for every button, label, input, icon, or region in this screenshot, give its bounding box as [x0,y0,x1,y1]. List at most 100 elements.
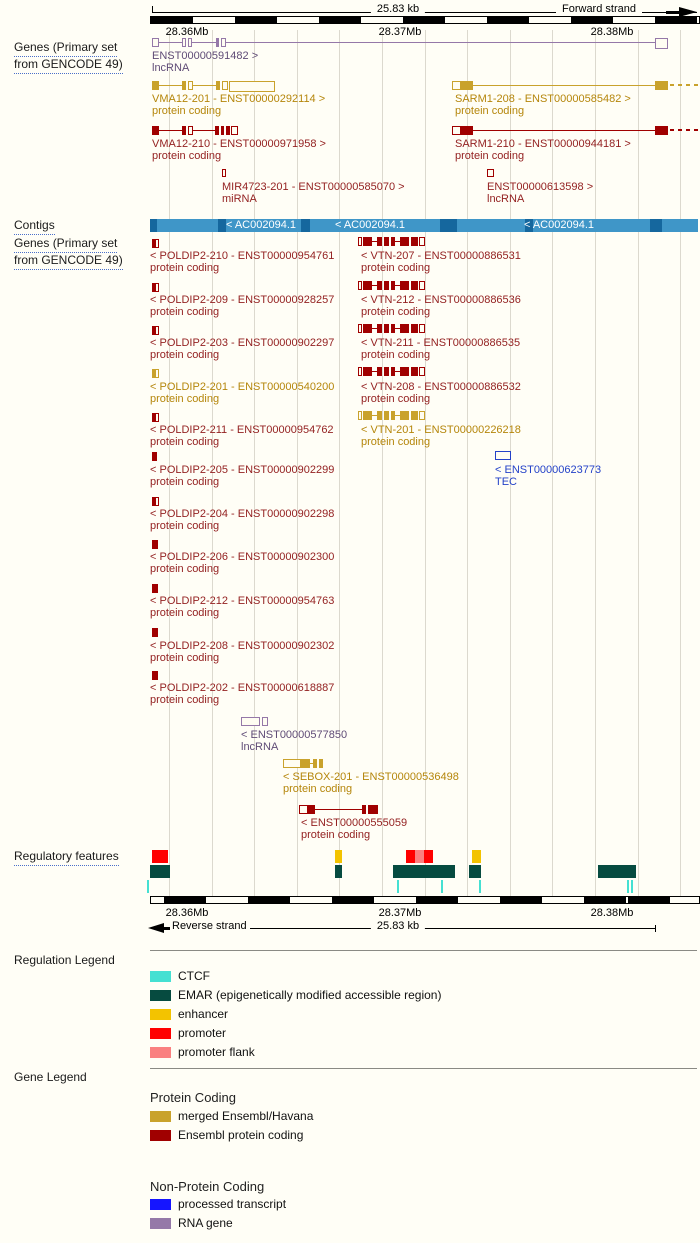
transcript-label-POLDIP2-212[interactable]: < POLDIP2-212 - ENST00000954763 [150,595,335,607]
exon-box[interactable] [152,540,158,549]
transcript-biotype-MIR4723-201[interactable]: miRNA [222,193,257,205]
contig-segment[interactable] [218,219,226,232]
track-label-line[interactable]: Regulatory features [14,849,119,866]
transcript-label-VTN-208[interactable]: < VTN-208 - ENST00000886532 [361,381,521,393]
exon-box[interactable] [400,237,409,246]
intron-line[interactable] [473,85,655,86]
regulatory-feature-promoter[interactable] [152,850,168,863]
intron-line[interactable] [372,241,377,242]
transcript-label-SARM1-210[interactable]: SARM1-210 - ENST00000944181 > [455,138,631,150]
exon-box-hollow[interactable] [299,805,308,814]
transcript-label-SARM1-208[interactable]: SARM1-208 - ENST00000585482 > [455,93,631,105]
transcript-biotype-POLDIP2-206[interactable]: protein coding [150,563,220,575]
transcript-biotype-VTN-212[interactable]: protein coding [361,306,431,318]
intron-line[interactable] [192,42,216,43]
exon-box[interactable] [384,237,389,246]
transcript-label-POLDIP2-205[interactable]: < POLDIP2-205 - ENST00000902299 [150,464,335,476]
transcript-biotype-VMA12-210[interactable]: protein coding [152,150,222,162]
exon-box[interactable] [411,367,418,376]
exon-box[interactable] [391,367,395,376]
exon-box-hollow[interactable] [358,281,362,290]
transcript-label-POLDIP2-206[interactable]: < POLDIP2-206 - ENST00000902300 [150,551,335,563]
transcript-biotype-SARM1-210[interactable]: protein coding [455,150,525,162]
exon-box[interactable] [655,81,668,90]
regulatory-feature-emar[interactable] [150,865,170,878]
transcript-label-VMA12-210[interactable]: VMA12-210 - ENST00000971958 > [152,138,326,150]
exon-box[interactable] [461,126,473,135]
exon-box[interactable] [362,805,366,814]
contig-track[interactable]: < AC002094.1 < AC002094.1 < AC002094.1 [150,219,698,232]
intron-line[interactable] [315,809,362,810]
exon-box[interactable] [301,759,310,768]
transcript-biotype-SEBOX-201[interactable]: protein coding [283,783,353,795]
transcript-label-POLDIP2-209[interactable]: < POLDIP2-209 - ENST00000928257 [150,294,335,306]
exon-box-hollow[interactable] [222,169,226,177]
exon-box[interactable] [391,324,395,333]
exon-box-hollow[interactable] [262,717,268,726]
intron-line[interactable] [395,285,400,286]
exon-box[interactable] [363,411,372,420]
transcript-label-SEBOX-201[interactable]: < SEBOX-201 - ENST00000536498 [283,771,459,783]
transcript-label-POLDIP2-211[interactable]: < POLDIP2-211 - ENST00000954762 [150,424,334,436]
regulatory-feature-promoter_flank[interactable] [415,850,424,863]
exon-box[interactable] [377,411,382,420]
exon-box-hollow[interactable] [419,281,425,290]
exon-box-hollow[interactable] [487,169,494,177]
exon-box-hollow[interactable] [188,81,193,90]
regulatory-feature-promoter[interactable] [424,850,433,863]
transcript-label-VTN-212[interactable]: < VTN-212 - ENST00000886536 [361,294,521,306]
exon-box[interactable] [377,281,382,290]
regulatory-feature-promoter[interactable] [406,850,415,863]
exon-box-hollow[interactable] [283,759,301,768]
intron-line[interactable] [395,328,400,329]
exon-box-hollow[interactable] [495,451,511,460]
track-label-genes-forward[interactable]: Genes (Primary set from GENCODE 49) [14,40,123,74]
track-label-line[interactable]: from GENCODE 49) [14,253,123,270]
exon-box[interactable] [152,497,155,506]
exon-box-hollow[interactable] [419,237,425,246]
exon-box[interactable] [400,281,409,290]
exon-box[interactable] [152,628,158,637]
transcript-biotype-POLDIP2-208[interactable]: protein coding [150,652,220,664]
intron-line[interactable] [372,285,377,286]
exon-box[interactable] [384,324,389,333]
transcript-biotype-POLDIP2-212[interactable]: protein coding [150,607,220,619]
transcript-label-VTN-207[interactable]: < VTN-207 - ENST00000886531 [361,250,521,262]
exon-box-hollow[interactable] [155,413,159,422]
contig-segment[interactable] [525,219,533,232]
track-label-genes-reverse[interactable]: Genes (Primary set from GENCODE 49) [14,236,123,270]
exon-box[interactable] [313,759,317,768]
exon-box[interactable] [216,38,219,47]
transcript-biotype-POLDIP2-211[interactable]: protein coding [150,436,220,448]
contig-label[interactable]: < AC002094.1 [523,219,595,231]
intron-line[interactable] [395,415,400,416]
exon-box[interactable] [411,324,418,333]
exon-box[interactable] [363,324,372,333]
transcript-biotype-VTN-201[interactable]: protein coding [361,436,431,448]
regulatory-feature-ctcf-tick[interactable] [631,880,633,893]
exon-box[interactable] [308,805,315,814]
exon-box[interactable] [152,369,155,378]
exon-box-hollow[interactable] [155,369,159,378]
transcript-biotype-VTN-207[interactable]: protein coding [361,262,431,274]
regulatory-feature-enhancer[interactable] [335,850,342,863]
intron-line[interactable] [395,371,400,372]
contig-segment[interactable] [301,219,310,232]
intron-line[interactable] [159,42,182,43]
exon-box[interactable] [391,237,395,246]
regulatory-feature-emar[interactable] [335,865,342,878]
exon-box[interactable] [221,126,224,135]
contig-segment[interactable] [440,219,457,232]
exon-box[interactable] [384,281,389,290]
exon-box[interactable] [377,367,382,376]
exon-box[interactable] [215,126,219,135]
transcript-biotype-VTN-211[interactable]: protein coding [361,349,431,361]
transcript-biotype-ENST00000623773[interactable]: TEC [495,476,517,488]
intron-line[interactable] [372,328,377,329]
exon-box[interactable] [461,81,473,90]
exon-box[interactable] [411,281,418,290]
exon-box[interactable] [152,326,155,335]
transcript-label-POLDIP2-204[interactable]: < POLDIP2-204 - ENST00000902298 [150,508,335,520]
exon-box[interactable] [152,671,158,680]
regulatory-feature-ctcf-tick[interactable] [397,880,399,893]
